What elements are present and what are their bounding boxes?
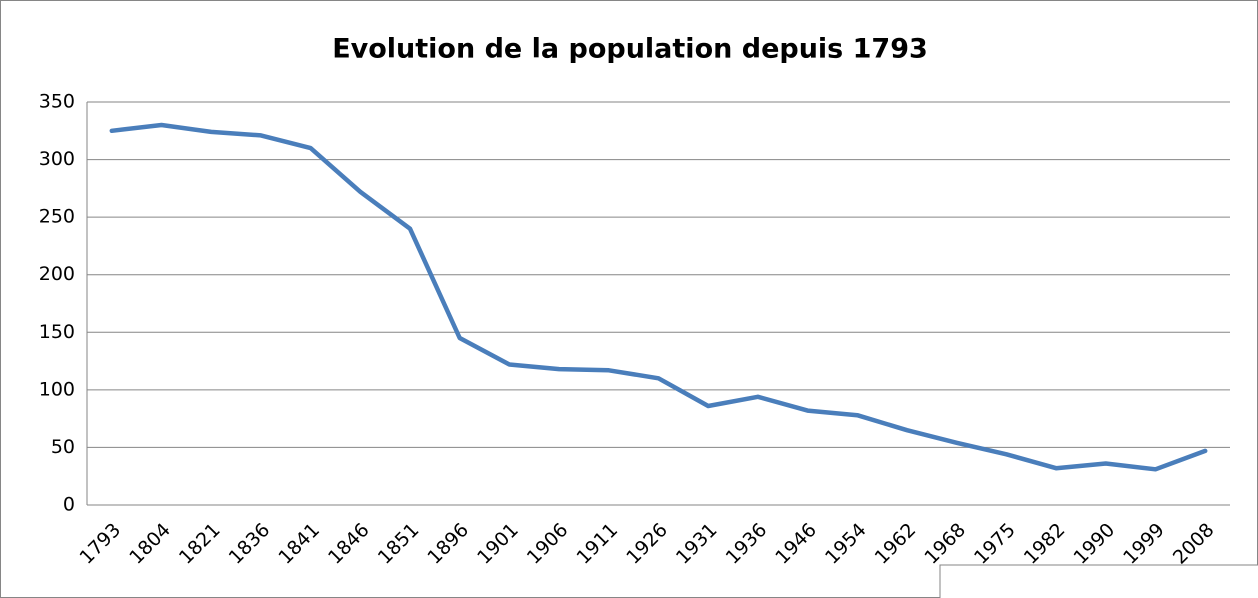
legend-box (939, 564, 1258, 598)
y-tick-label: 300 (39, 148, 75, 170)
y-tick-label: 100 (39, 378, 75, 400)
y-tick-label: 0 (63, 494, 75, 516)
line-series (109, 122, 1208, 472)
y-tick-label: 350 (39, 91, 75, 113)
y-tick-label: 250 (39, 206, 75, 228)
y-tick-label: 50 (51, 436, 75, 458)
y-tick-label: 200 (39, 263, 75, 285)
chart-title: Evolution de la population depuis 1793 (332, 34, 928, 65)
y-tick-label: 150 (39, 321, 75, 343)
